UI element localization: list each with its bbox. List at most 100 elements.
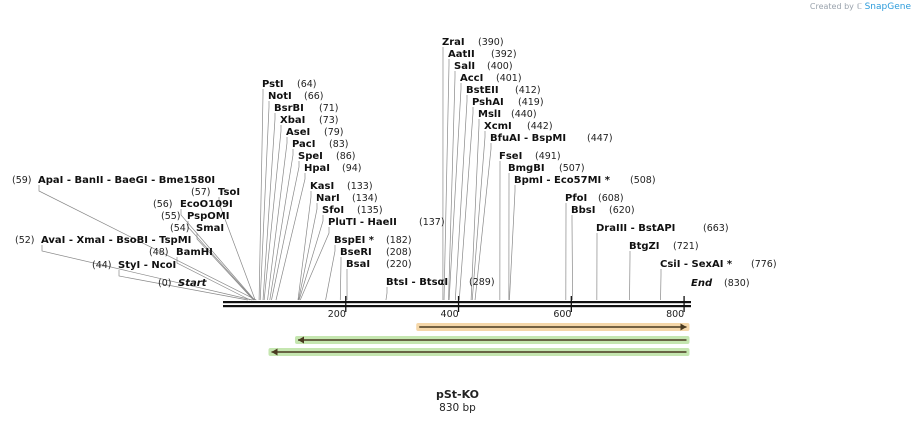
- enzyme-name: BstEII: [466, 85, 499, 96]
- site-position: (220): [386, 259, 412, 270]
- enzyme-name: SpeI: [298, 151, 323, 162]
- enzyme-name: SfoI: [322, 205, 344, 216]
- site-position: (83): [329, 139, 349, 150]
- site-position: (57): [191, 187, 211, 198]
- site-position: (663): [703, 223, 729, 234]
- site-position: (56): [153, 199, 173, 210]
- site-position: (54): [170, 223, 190, 234]
- enzyme-name: AvaI - XmaI - BsoBI - TspMI: [41, 235, 191, 246]
- end-position: (830): [724, 278, 750, 289]
- site-position: (48): [149, 247, 169, 258]
- enzyme-name: StyI - NcoI: [118, 260, 176, 271]
- site-position: (66): [304, 91, 324, 102]
- site-position: (507): [559, 163, 585, 174]
- site-leader-line: [271, 161, 300, 301]
- enzyme-name: AseI: [286, 127, 310, 138]
- site-leader-lines: [38, 47, 662, 301]
- plasmid-length: 830 bp: [439, 402, 476, 414]
- site-leader-line: [298, 215, 324, 301]
- enzyme-name: NotI: [268, 91, 292, 102]
- enzyme-name: BfuAI - BspMI: [490, 133, 566, 144]
- site-position: (64): [297, 79, 317, 90]
- enzyme-name: CsiI - SexAI *: [660, 259, 733, 270]
- enzyme-name: BseRI: [340, 247, 372, 258]
- end-label: End: [691, 278, 713, 289]
- enzyme-name: AccI: [460, 73, 483, 84]
- enzyme-name: MslI: [478, 109, 501, 120]
- enzyme-name: BspEI *: [334, 235, 375, 246]
- site-position: (79): [324, 127, 344, 138]
- site-position: (390): [478, 37, 504, 48]
- site-leader-line: [571, 215, 573, 301]
- enzyme-name: PluTI - HaeII: [328, 217, 397, 228]
- site-position: (55): [161, 211, 181, 222]
- enzyme-name: FseI: [499, 151, 522, 162]
- enzyme-name: SalI: [454, 61, 475, 72]
- site-position: (776): [751, 259, 777, 270]
- site-position: (419): [518, 97, 544, 108]
- site-position: (44): [92, 260, 112, 271]
- enzyme-name: SmaI: [196, 223, 224, 234]
- site-leader-line: [443, 59, 450, 301]
- site-position: (182): [386, 235, 412, 246]
- site-position: (721): [673, 241, 699, 252]
- site-leader-line: [267, 137, 288, 301]
- enzyme-name: HpaI: [304, 163, 330, 174]
- enzyme-name: PshAI: [472, 97, 504, 108]
- site-leader-line: [118, 270, 248, 301]
- feature-arrowhead: [680, 323, 687, 331]
- site-leader-line: [325, 245, 336, 301]
- site-leader-line: [259, 101, 270, 301]
- site-leader-line: [474, 143, 492, 301]
- site-position: (401): [496, 73, 522, 84]
- enzyme-name: BmgBI: [508, 163, 545, 174]
- site-leader-line: [176, 257, 251, 301]
- site-leader-line: [38, 185, 257, 301]
- site-leader-line: [454, 95, 468, 301]
- plasmid-name: pSt-KO: [435, 388, 479, 401]
- site-leader-line: [448, 83, 462, 301]
- site-position: (289): [469, 277, 495, 288]
- site-leader-line: [269, 149, 294, 301]
- site-leader-line: [339, 257, 342, 301]
- site-leader-line: [298, 203, 318, 301]
- enzyme-name: ZraI: [442, 37, 465, 48]
- site-position: (59): [12, 175, 32, 186]
- site-leader-line: [385, 287, 388, 301]
- site-leader-line: [263, 125, 282, 301]
- ruler-ticks: 200 400 600 800: [328, 296, 685, 320]
- enzyme-name: XcmI: [484, 121, 512, 132]
- site-leader-line: [470, 119, 480, 301]
- ruler-tick-label: 200: [328, 309, 346, 320]
- snapgene-logo-icon: ℂ: [856, 2, 863, 11]
- site-leader-line: [258, 89, 264, 301]
- feature-arrowhead: [297, 336, 304, 344]
- site-position: (440): [511, 109, 537, 120]
- enzyme-name: KasI: [310, 181, 334, 192]
- start-label: Start: [178, 278, 208, 289]
- credit-prefix: Created by: [809, 2, 854, 11]
- ruler-tick-label: 800: [666, 309, 684, 320]
- ruler-tick-label: 400: [441, 309, 459, 320]
- snapgene-credit: Created by ℂ SnapGene: [810, 2, 911, 12]
- enzyme-name: ApaI - BanII - BaeGI - Bme1580I: [38, 175, 215, 186]
- enzyme-name: BamHI: [176, 247, 213, 258]
- enzyme-name: XbaI: [280, 115, 305, 126]
- site-position: (491): [535, 151, 561, 162]
- site-position: (133): [347, 181, 373, 192]
- start-position: (0): [158, 278, 171, 289]
- enzyme-name: AatII: [448, 49, 475, 60]
- site-position: (442): [527, 121, 553, 132]
- ruler-tick-label: 600: [553, 309, 571, 320]
- site-leader-line: [299, 227, 330, 301]
- enzyme-name: BtgZI: [629, 241, 660, 252]
- enzyme-name: PacI: [292, 139, 315, 150]
- enzyme-name: TsoI: [218, 187, 240, 198]
- enzyme-name: NarI: [316, 193, 340, 204]
- site-position: (73): [319, 115, 339, 126]
- site-position: (86): [336, 151, 356, 162]
- site-position: (94): [342, 163, 362, 174]
- enzyme-name: PstI: [262, 79, 284, 90]
- site-position: (447): [587, 133, 613, 144]
- site-position: (52): [15, 235, 35, 246]
